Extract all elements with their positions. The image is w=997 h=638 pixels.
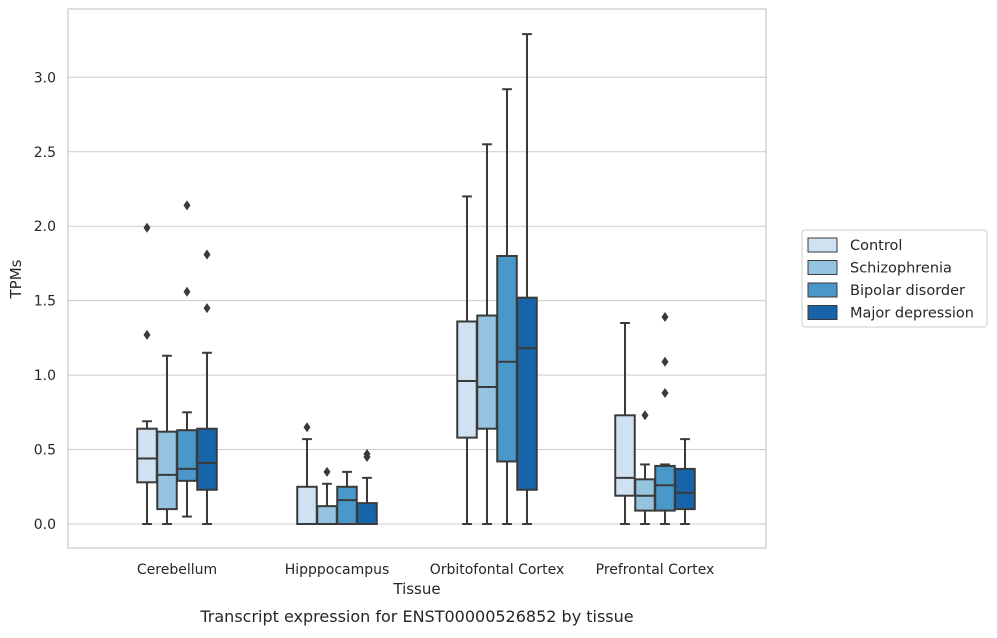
box xyxy=(356,449,378,525)
legend-label: Control xyxy=(850,238,902,254)
y-axis-label: TPMs xyxy=(7,259,25,299)
box xyxy=(336,470,358,525)
outlier-point xyxy=(323,466,331,477)
outlier-point xyxy=(203,303,211,314)
box-body xyxy=(516,296,538,491)
box-series xyxy=(136,33,696,525)
outlier-point xyxy=(661,356,669,367)
legend-swatch xyxy=(807,260,838,275)
box xyxy=(456,195,478,525)
outlier-point xyxy=(363,449,371,460)
box-body xyxy=(356,502,378,525)
legend: Control Schizophrenia Bipolar disorder Majo… xyxy=(801,229,988,328)
box-body xyxy=(336,485,358,525)
box-body xyxy=(456,320,478,439)
legend-item: Bipolar disorder xyxy=(807,282,965,299)
box xyxy=(496,88,518,525)
box-body xyxy=(196,427,218,491)
box-body xyxy=(316,505,338,525)
box xyxy=(296,422,318,525)
series-major-depression xyxy=(196,33,696,525)
y-tick-label: 2.0 xyxy=(34,219,56,235)
plot-area-frame xyxy=(67,8,767,549)
outlier-point xyxy=(203,249,211,260)
legend-frame xyxy=(801,229,988,328)
y-tick-label: 1.0 xyxy=(34,368,56,384)
series-control xyxy=(136,195,636,525)
outlier-point xyxy=(183,286,191,297)
box xyxy=(156,354,178,525)
box xyxy=(476,143,498,525)
box-body xyxy=(156,430,178,511)
legend-label: Bipolar disorder xyxy=(850,283,965,299)
box xyxy=(136,222,158,525)
x-tick-label: Orbitofontal Cortex xyxy=(430,562,565,578)
box-body xyxy=(136,427,158,484)
box xyxy=(674,438,696,525)
box-body xyxy=(496,254,518,463)
x-tick-label: Prefrontal Cortex xyxy=(596,562,715,578)
box-body xyxy=(654,464,676,512)
x-axis-label: Tissue xyxy=(392,580,440,598)
x-tick-label: Hipppocampus xyxy=(285,562,390,578)
box xyxy=(196,249,218,525)
y-tick-label: 3.0 xyxy=(34,70,56,86)
legend-label: Major depression xyxy=(850,306,974,322)
outlier-point xyxy=(143,222,151,233)
box xyxy=(516,33,538,525)
legend-swatch xyxy=(807,305,838,320)
outlier-point xyxy=(143,329,151,340)
legend-item: Schizophrenia xyxy=(807,260,952,277)
legend-swatch xyxy=(807,282,838,298)
outlier-point xyxy=(303,422,311,433)
box xyxy=(614,321,636,525)
box-body xyxy=(296,485,318,525)
x-tick-label: Cerebellum xyxy=(137,562,217,578)
legend-swatch xyxy=(807,237,838,253)
outlier-point xyxy=(183,200,191,211)
legend-item: Control xyxy=(807,237,902,254)
legend-label: Schizophrenia xyxy=(850,261,952,277)
outlier-point xyxy=(641,410,649,421)
outlier-point xyxy=(661,312,669,323)
x-axis-ticks: Cerebellum Hipppocampus Orbitofontal Corte… xyxy=(137,562,714,578)
box-body xyxy=(476,314,498,430)
box-body xyxy=(614,414,636,497)
y-tick-label: 2.5 xyxy=(34,145,56,161)
box xyxy=(316,466,338,525)
chart-caption: Transcript expression for ENST0000052685… xyxy=(199,607,633,626)
box xyxy=(634,410,656,525)
y-axis-ticks: 0.0 0.5 1.0 1.5 2.0 2.5 3.0 xyxy=(34,70,56,533)
outlier-point xyxy=(661,387,669,398)
box-body xyxy=(674,467,696,511)
y-tick-label: 0.0 xyxy=(34,517,56,533)
y-tick-label: 1.5 xyxy=(34,294,56,310)
series-schizophrenia xyxy=(156,143,656,525)
legend-item: Major depression xyxy=(807,305,974,322)
y-tick-label: 0.5 xyxy=(34,443,56,459)
box-body xyxy=(176,429,198,482)
